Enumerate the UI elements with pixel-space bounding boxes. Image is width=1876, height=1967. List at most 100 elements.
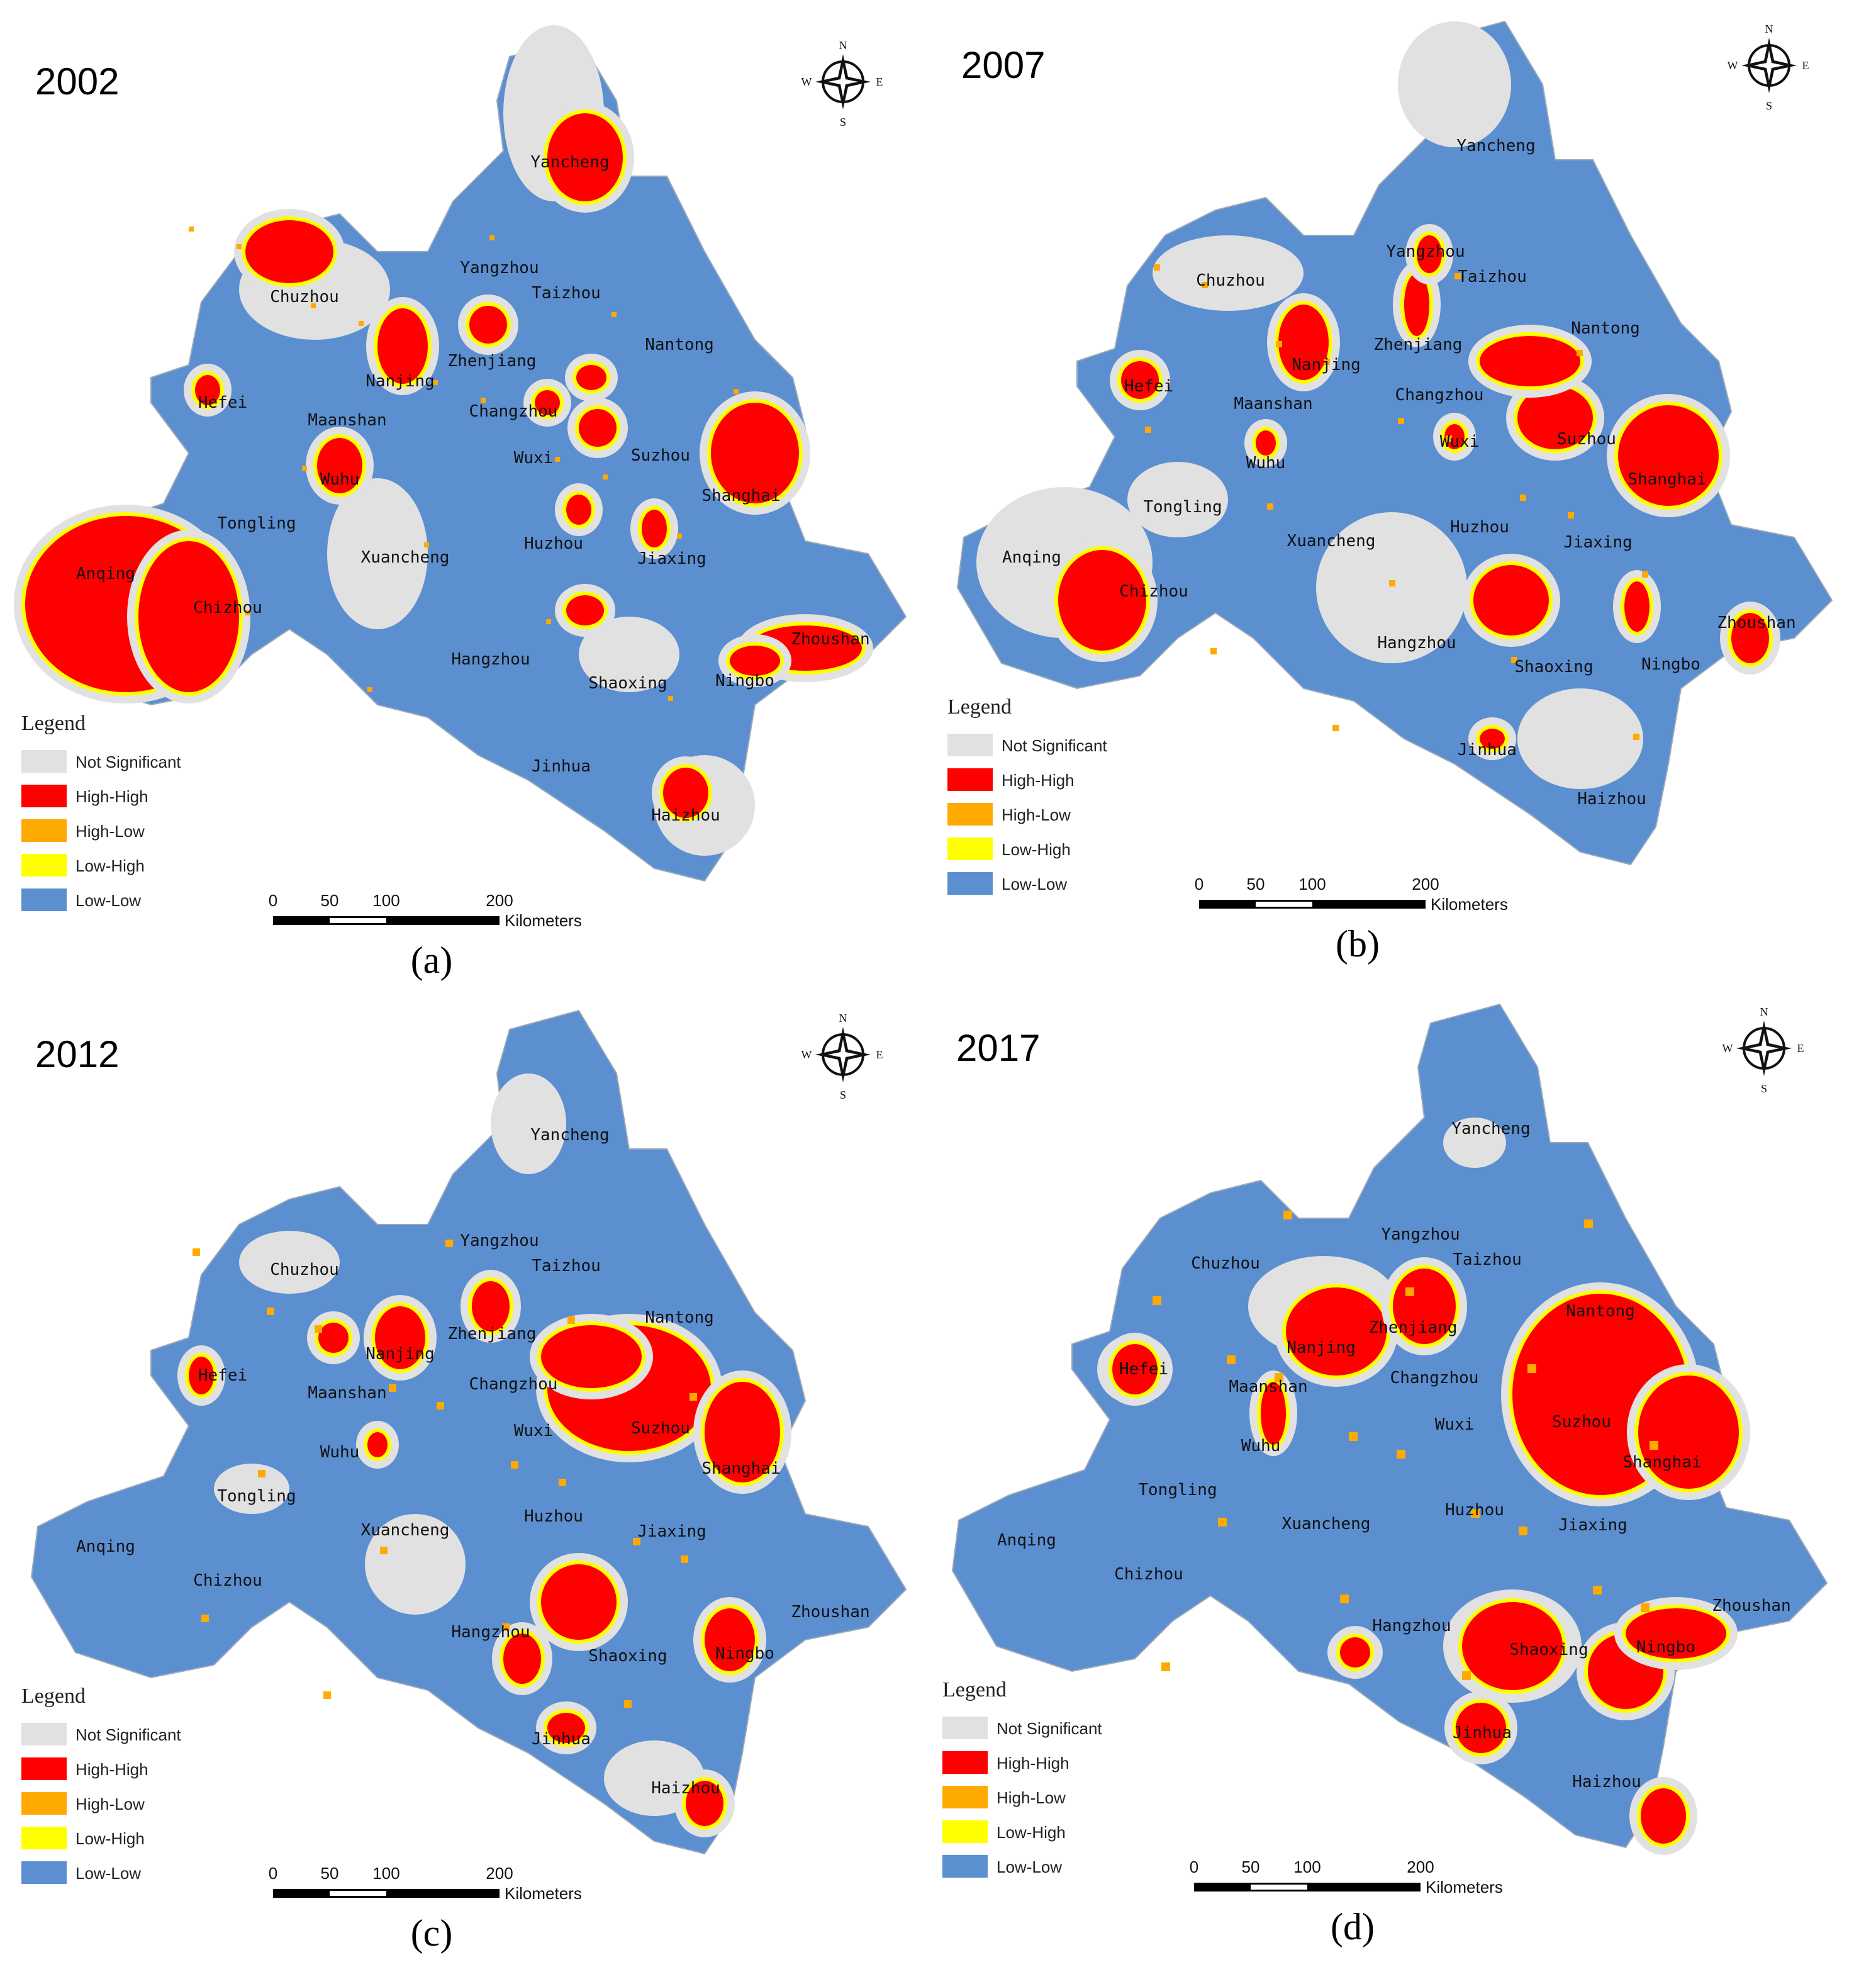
scale-tick: 200 bbox=[486, 891, 513, 910]
high-high-cluster bbox=[377, 308, 428, 384]
compass-e: E bbox=[1797, 1042, 1804, 1055]
scale-unit: Kilometers bbox=[505, 1884, 582, 1903]
high-high-cluster bbox=[1480, 336, 1580, 386]
high-high-cluster bbox=[705, 1608, 755, 1671]
city-label: Shaoxing bbox=[1514, 658, 1593, 676]
legend-label: High-High bbox=[997, 1754, 1069, 1773]
high-low-speck bbox=[1446, 435, 1452, 442]
high-low-speck bbox=[1633, 734, 1639, 740]
year-label: 2007 bbox=[961, 44, 1045, 86]
high-low-speck bbox=[302, 466, 307, 471]
legend-swatch bbox=[21, 1792, 67, 1815]
panel-caption: (c) bbox=[411, 1912, 453, 1954]
city-label: Huzhou bbox=[1450, 518, 1509, 537]
city-label: Yancheng bbox=[530, 153, 609, 172]
high-low-speck bbox=[315, 1325, 322, 1333]
high-low-speck bbox=[502, 1623, 510, 1631]
scale-tick: 50 bbox=[321, 891, 339, 910]
city-label: Taizhou bbox=[1453, 1250, 1522, 1269]
high-low-speck bbox=[258, 1470, 265, 1477]
not-significant-area bbox=[1316, 512, 1467, 663]
city-label: Suzhou bbox=[1552, 1413, 1611, 1432]
city-label: Suzhou bbox=[1557, 430, 1616, 449]
city-label: Jiaxing bbox=[1563, 533, 1633, 552]
high-low-speck bbox=[603, 474, 608, 479]
legend-swatch bbox=[942, 1820, 988, 1843]
not-significant-area bbox=[1443, 1118, 1506, 1168]
legend-label: Low-High bbox=[1002, 840, 1071, 859]
high-low-speck bbox=[690, 1393, 697, 1401]
region bbox=[956, 20, 1833, 866]
map-panel: Yancheng Yangzhou Taizhou Chuzhou Nantong Zhe… bbox=[947, 20, 1833, 965]
high-low-speck bbox=[359, 321, 364, 326]
compass-star-inner bbox=[1754, 50, 1784, 81]
high-high-cluster bbox=[730, 646, 780, 676]
high-high-cluster bbox=[1473, 565, 1549, 636]
city-label: Hefei bbox=[1119, 1360, 1168, 1379]
high-low-speck bbox=[1577, 350, 1583, 356]
not-significant-area bbox=[1517, 688, 1643, 789]
scale-unit: Kilometers bbox=[505, 911, 582, 930]
scale-tick: 0 bbox=[269, 891, 277, 910]
city-label: Tongling bbox=[1143, 498, 1222, 517]
legend-swatch bbox=[947, 734, 993, 756]
city-label: Ningbo bbox=[715, 1644, 774, 1663]
high-low-speck bbox=[1210, 648, 1217, 654]
compass-s: S bbox=[1761, 1082, 1767, 1095]
high-high-cluster bbox=[711, 403, 799, 503]
compass-s: S bbox=[840, 1089, 846, 1101]
high-low-speck bbox=[1267, 503, 1273, 510]
not-significant-area bbox=[214, 1464, 289, 1514]
high-high-cluster bbox=[1517, 386, 1593, 449]
high-low-speck bbox=[1650, 1441, 1658, 1450]
scale-tick: 0 bbox=[1190, 1858, 1198, 1876]
city-label: Xuancheng bbox=[1282, 1515, 1371, 1533]
compass-w: W bbox=[801, 1048, 812, 1061]
city-label: Nantong bbox=[1566, 1302, 1635, 1321]
high-high-cluster bbox=[1278, 305, 1329, 380]
city-label: Wuxi bbox=[514, 1421, 554, 1440]
high-low-speck bbox=[1454, 273, 1461, 279]
city-label: Hefei bbox=[198, 1366, 247, 1385]
high-low-speck bbox=[237, 244, 242, 249]
high-low-speck bbox=[567, 1316, 575, 1324]
high-high-cluster bbox=[318, 1323, 349, 1353]
high-high-cluster bbox=[642, 510, 667, 547]
legend-swatch bbox=[942, 1786, 988, 1808]
year-label: 2017 bbox=[956, 1027, 1040, 1069]
scale-tick: 100 bbox=[372, 891, 399, 910]
high-high-cluster bbox=[1462, 1602, 1563, 1690]
city-label: Zhoushan bbox=[791, 1603, 869, 1622]
city-label: Wuhu bbox=[320, 1443, 360, 1462]
city-label: Chizhou bbox=[1114, 1565, 1183, 1584]
compass: N S E W bbox=[801, 1012, 883, 1101]
high-high-cluster bbox=[1121, 361, 1159, 399]
high-high-cluster bbox=[1480, 729, 1505, 749]
legend-swatch bbox=[947, 838, 993, 860]
not-significant-area bbox=[1153, 235, 1304, 311]
legend-swatch bbox=[21, 785, 67, 807]
scale-bar-white bbox=[1251, 1885, 1307, 1890]
city-label: Taizhou bbox=[1458, 267, 1527, 286]
high-low-speck bbox=[1276, 341, 1282, 347]
city-label: Yangzhou bbox=[460, 1231, 539, 1250]
high-low-speck bbox=[433, 380, 438, 385]
high-high-cluster bbox=[1261, 1382, 1286, 1445]
high-low-speck bbox=[1202, 282, 1208, 288]
high-low-speck bbox=[1389, 580, 1395, 586]
high-low-speck bbox=[1471, 1509, 1480, 1518]
legend-swatch bbox=[21, 1757, 67, 1780]
not-significant-area bbox=[239, 1231, 340, 1294]
high-low-speck bbox=[489, 235, 494, 240]
panel-caption: (b) bbox=[1336, 923, 1380, 965]
high-low-speck bbox=[1332, 725, 1339, 731]
map-panel: Yancheng Yangzhou Taizhou Chuzhou Nantong Zhe… bbox=[14, 25, 907, 981]
scale-tick: 50 bbox=[1242, 1858, 1260, 1876]
city-label: Xuancheng bbox=[361, 1521, 450, 1540]
high-high-cluster bbox=[1624, 581, 1650, 632]
city-label: Changzhou bbox=[469, 1375, 558, 1394]
year-label: 2012 bbox=[35, 1033, 119, 1075]
city-label: Nantong bbox=[645, 335, 714, 354]
high-low-speck bbox=[1349, 1432, 1358, 1441]
high-high-cluster bbox=[663, 768, 708, 818]
